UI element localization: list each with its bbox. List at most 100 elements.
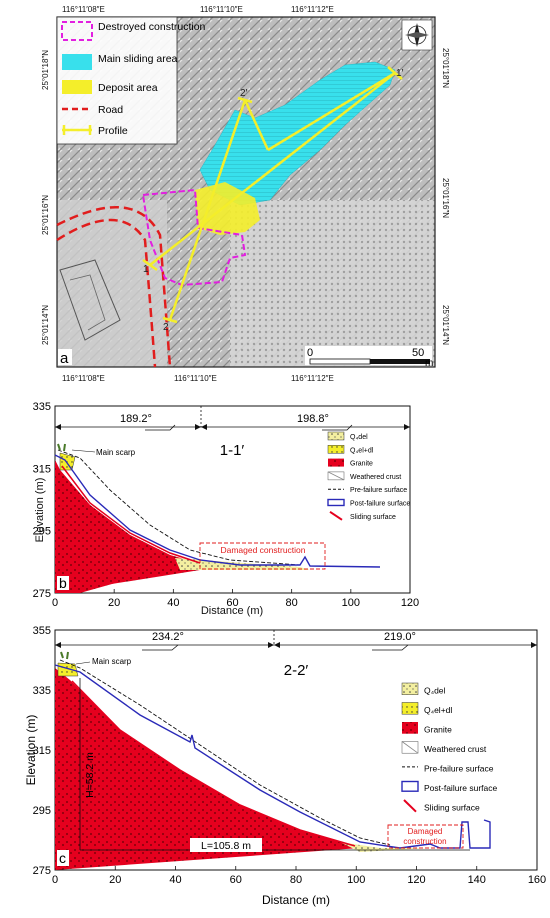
profile-2-title: 2-2′ — [284, 662, 309, 679]
profile-1-line — [149, 72, 396, 266]
legend-label: Q₄del — [424, 686, 446, 696]
legend-swatch-sliding — [62, 54, 92, 70]
profile-2-dir-2: 219.0° — [384, 631, 416, 643]
left-coord-2: 25°01′16″N — [41, 195, 50, 235]
legend-swatch-sliding — [329, 510, 343, 521]
legend-label: Granite — [350, 461, 373, 468]
xtick-label: 0 — [52, 874, 58, 886]
north-arrow-icon — [401, 19, 433, 51]
right-coord-3: 25°01′14″N — [441, 305, 450, 345]
legend-label-road: Road — [98, 104, 123, 116]
scale-start: 0 — [307, 347, 313, 359]
profile-2-prefailure — [59, 659, 391, 846]
legend-label: Sliding surface — [424, 803, 480, 813]
profile-1-prefailure — [57, 449, 301, 566]
profile-2-main-scarp: Main scarp — [92, 657, 132, 666]
legend-label: Q₄el+dl — [350, 447, 374, 454]
legend-swatch-q4del — [327, 431, 345, 441]
profile-1-legend: Q₄del Q₄el+dl Granite Weathered crust Pre-fa… — [327, 431, 410, 521]
profile-1-sliding-surface — [61, 465, 201, 564]
xtick-label: 120 — [407, 874, 425, 886]
ytick-label: 335 — [33, 401, 51, 413]
profile-2-sliding-surface — [71, 680, 356, 847]
panel-b-label: b — [59, 575, 67, 591]
bottom-coord-2: 116°11′10″E — [174, 374, 217, 383]
xtick-label: 160 — [528, 874, 546, 886]
ytick-label: 275 — [33, 865, 51, 877]
ytick-label: 275 — [33, 588, 51, 600]
profile-2-length: L=105.8 m — [201, 840, 251, 852]
ytick-label: 315 — [33, 745, 51, 757]
profile-label-2prime: 2′ — [240, 88, 248, 99]
legend-label: Pre-failure surface — [350, 487, 407, 494]
profile-1-dir-2: 198.8° — [297, 413, 329, 425]
legend-label-sliding: Main sliding area — [98, 53, 178, 65]
profile-2-damaged-1: Damaged — [408, 827, 443, 836]
profile-1-xlabel: Distance (m) — [201, 605, 263, 617]
profile-label-2: 2 — [163, 322, 169, 333]
xtick-label: 100 — [347, 874, 365, 886]
ytick-label: 295 — [33, 526, 51, 538]
legend-swatch-postfailure — [327, 498, 345, 507]
ytick-label: 315 — [33, 463, 51, 475]
scale-unit: m — [425, 358, 433, 369]
left-coord-3: 25°01′14″N — [41, 305, 50, 345]
scale-bar: 0 50 m — [305, 346, 433, 369]
legend-label: Granite — [424, 725, 452, 735]
profile-2-ylabel: Elevation (m) — [24, 715, 38, 786]
xtick-label: 40 — [167, 597, 179, 609]
road-line — [56, 218, 157, 368]
legend-label: Post-failure surface — [424, 783, 497, 793]
top-coord-2: 116°11′10″E — [200, 5, 243, 14]
profile-1-dir-1: 189.2° — [120, 413, 152, 425]
ytick-label: 335 — [33, 685, 51, 697]
legend-label: Weathered crust — [424, 744, 487, 754]
profile-1-chart: Elevation (m) Distance (m) 0 20 40 60 80 100 1… — [33, 401, 420, 617]
ytick-label: 355 — [33, 625, 51, 637]
profile-1-ylabel: Elevation (m) — [34, 478, 46, 543]
legend-swatch-sliding — [403, 799, 417, 813]
legend-label: Sliding surface — [350, 514, 396, 521]
profile-1-yticks: 335 315 295 275 — [33, 401, 59, 600]
profile-1-damaged: Damaged construction — [220, 545, 305, 555]
ytick-label: 295 — [33, 805, 51, 817]
top-coord-3: 116°11′12″E — [291, 5, 334, 14]
xtick-label: 0 — [52, 597, 58, 609]
legend-label: Post-failure surface — [350, 500, 410, 507]
xtick-label: 100 — [342, 597, 360, 609]
legend-swatch-profile — [62, 125, 92, 135]
profile-2-legend: Q₄del Q₄el+dl Granite Weathered crust Pre-fa… — [401, 682, 497, 813]
panel-c-label: c — [59, 850, 66, 866]
legend-label-destroyed: Destroyed construction — [98, 21, 206, 33]
legend-label-profile: Profile — [98, 125, 128, 137]
bottom-coord-1: 116°11′08″E — [62, 374, 105, 383]
map-legend: Destroyed construction Main sliding area… — [56, 16, 206, 145]
legend-label-deposit: Deposit area — [98, 82, 158, 94]
profile-2-line — [168, 99, 247, 321]
profile-2-yticks: 355 335 315 295 275 — [33, 625, 59, 877]
profile-2-postfailure — [54, 664, 491, 849]
legend-swatch-granite — [328, 458, 344, 467]
legend-label: Pre-failure surface — [424, 764, 494, 774]
xtick-label: 60 — [226, 597, 238, 609]
map-panel: 1′ 2′ 1 2 Destroyed construction Main sl… — [41, 5, 450, 383]
legend-swatch-q4del — [401, 682, 419, 695]
profile-2-xlabel: Distance (m) — [262, 893, 330, 907]
legend-swatch-q4eldl — [401, 702, 419, 715]
xtick-label: 40 — [169, 874, 181, 886]
profile-2-dir-1: 234.2° — [152, 631, 184, 643]
profile-2-damaged-2: construction — [403, 837, 446, 846]
profile-1-main-scarp: Main scarp — [96, 448, 136, 457]
xtick-label: 120 — [401, 597, 419, 609]
profile-2-chart: Elevation (m) Distance (m) 0 20 40 60 80 100 1… — [24, 625, 546, 907]
legend-label: Q₄el+dl — [424, 705, 452, 715]
profile-label-1: 1 — [143, 264, 149, 275]
xtick-label: 80 — [290, 874, 302, 886]
profile-1-xticks: 0 20 40 60 80 100 120 — [52, 589, 419, 609]
xtick-label: 60 — [230, 874, 242, 886]
xtick-label: 20 — [109, 874, 121, 886]
xtick-label: 80 — [286, 597, 298, 609]
legend-label: Weathered crust — [350, 474, 401, 481]
legend-label: Q₄del — [350, 434, 368, 441]
profile-2-xticks: 0 20 40 60 80 100 120 140 160 — [52, 866, 546, 886]
